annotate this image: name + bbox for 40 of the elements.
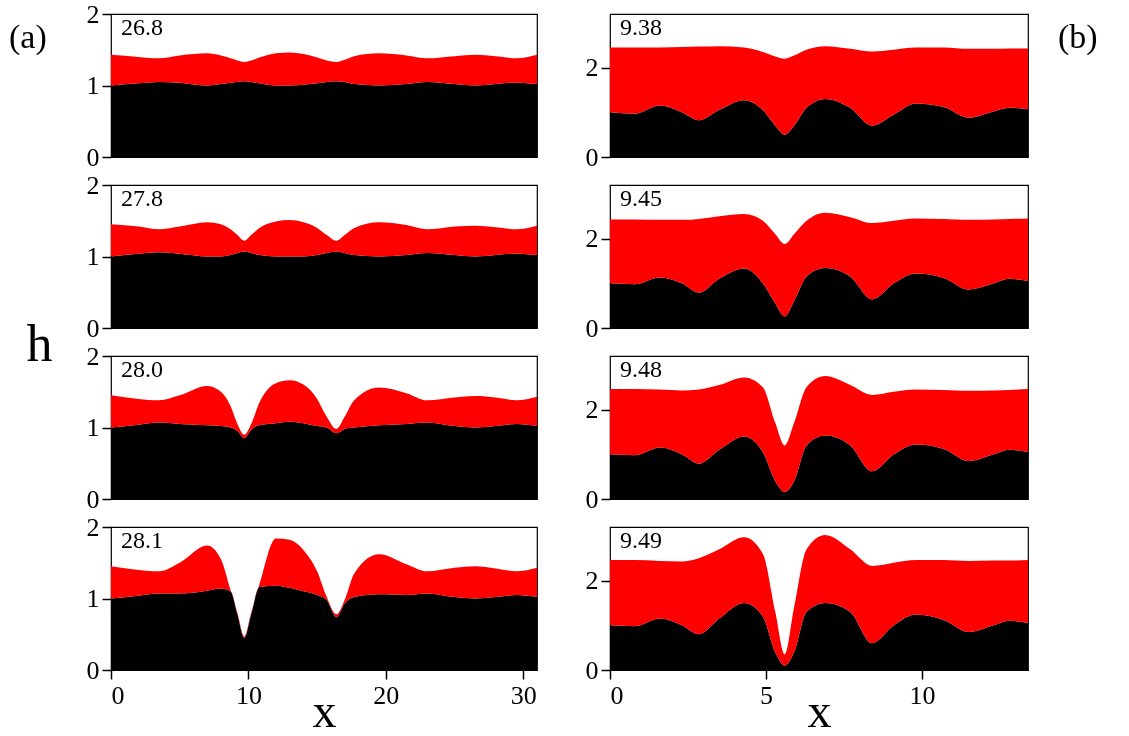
y-tick-label: 0: [86, 142, 100, 172]
x-axis-title: x: [312, 683, 337, 736]
x-tick-label: 10: [909, 680, 936, 710]
x-tick-label: 0: [610, 680, 624, 710]
text: (b): [1058, 18, 1098, 56]
chart-title: 9.38: [620, 14, 662, 40]
y-tick-label: 2: [585, 395, 599, 425]
x-tick-label: 0: [111, 680, 125, 710]
x-tick-label: 10: [235, 680, 262, 710]
chart-title: 9.45: [620, 185, 662, 211]
y-tick-label: 0: [86, 655, 100, 685]
y-tick-label: 1: [86, 584, 100, 613]
x-axis-title: x: [807, 683, 832, 736]
y-tick-label: 2: [585, 224, 599, 254]
chart-title: 9.49: [620, 527, 662, 553]
x-tick-label: 5: [759, 680, 773, 710]
chart-title: 9.48: [620, 356, 662, 382]
y-tick-label: 2: [585, 566, 599, 596]
text: (a): [9, 18, 47, 56]
chart-title: 28.0: [121, 356, 163, 382]
y-tick-label: 0: [585, 313, 599, 343]
y-tick-label: 0: [585, 142, 599, 172]
y-tick-label: 1: [86, 413, 100, 442]
y-tick-label: 2: [86, 512, 100, 542]
chart-title: 28.1: [121, 527, 163, 553]
y-tick-label: 2: [86, 341, 100, 371]
x-tick-label: 20: [373, 680, 400, 710]
y-tick-label: 2: [86, 0, 100, 29]
chart-title: 27.8: [121, 185, 163, 211]
y-tick-label: 0: [86, 484, 100, 514]
y-tick-label: 0: [585, 484, 599, 514]
y-tick-label: 0: [585, 655, 599, 685]
y-tick-label: 2: [86, 170, 100, 200]
y-tick-label: 0: [86, 313, 100, 343]
chart-title: 26.8: [121, 14, 163, 40]
x-tick-label: 30: [510, 680, 537, 710]
y-axis-title: h: [26, 314, 53, 372]
y-tick-label: 1: [86, 242, 100, 271]
y-tick-label: 1: [86, 71, 100, 100]
y-tick-label: 2: [585, 53, 599, 83]
